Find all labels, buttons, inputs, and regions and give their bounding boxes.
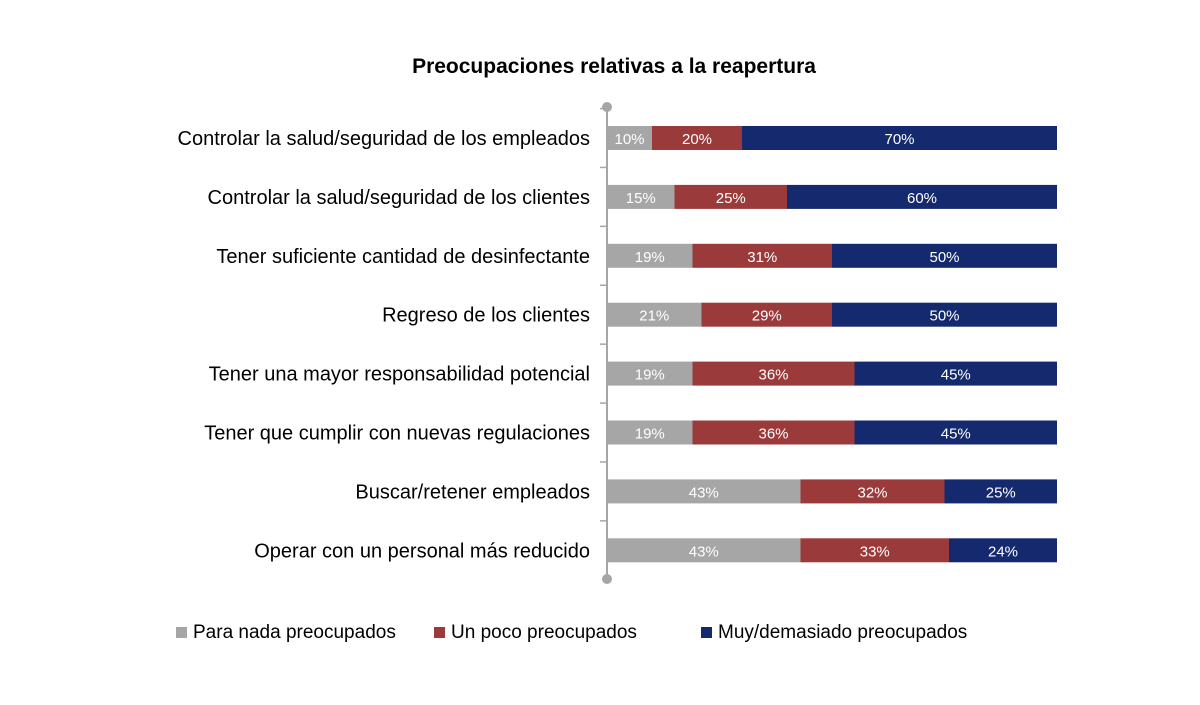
bar-un-poco-preocupados-regreso-de-los-clientes xyxy=(701,302,832,327)
value-label-muy-demasiado-preocupados-operar-con-un-personal-mas-reducido: 24% xyxy=(988,543,1018,560)
category-label-tener-que-cumplir-con-nuevas-regulaciones: Tener que cumplir con nuevas regulacione… xyxy=(204,423,590,445)
bar-para-nada-preocupados-controlar-la-salud-seguridad-de-los-empleados xyxy=(607,126,652,150)
category-label-tener-suficiente-cantidad-de-desinfectante: Tener suficiente cantidad de desinfectan… xyxy=(216,246,590,268)
bar-un-poco-preocupados-tener-una-mayor-responsabilidad-potencial xyxy=(692,361,855,386)
value-label-para-nada-preocupados-tener-suficiente-cantidad-de-desinfectante: 19% xyxy=(635,249,665,266)
value-label-para-nada-preocupados-controlar-la-salud-seguridad-de-los-empleados: 10% xyxy=(614,131,644,148)
value-label-para-nada-preocupados-buscar-retener-empleados: 43% xyxy=(689,484,719,501)
value-label-un-poco-preocupados-operar-con-un-personal-mas-reducido: 33% xyxy=(860,543,890,560)
value-label-para-nada-preocupados-controlar-la-salud-seguridad-de-los-clientes: 15% xyxy=(626,190,656,207)
value-label-para-nada-preocupados-tener-una-mayor-responsabilidad-potencial: 19% xyxy=(635,367,665,384)
bar-muy-demasiado-preocupados-operar-con-un-personal-mas-reducido xyxy=(949,538,1057,563)
bar-un-poco-preocupados-controlar-la-salud-seguridad-de-los-empleados xyxy=(652,126,742,150)
legend: Para nada preocupados Un poco preocupados… xyxy=(176,622,967,643)
value-label-un-poco-preocupados-controlar-la-salud-seguridad-de-los-empleados: 20% xyxy=(682,131,712,148)
category-label-operar-con-un-personal-mas-reducido: Operar con un personal más reducido xyxy=(254,540,590,562)
value-label-muy-demasiado-preocupados-tener-una-mayor-responsabilidad-potencial: 45% xyxy=(941,367,971,384)
value-labels: 10% 20% 70% 15% 25% 60% 19% 31% 50% 21% 29% 50% 19% 3… xyxy=(614,131,1018,560)
legend-swatch-para-nada-preocupados xyxy=(176,627,187,638)
legend-swatch-muy-demasiado-preocupados xyxy=(701,627,712,638)
bar-para-nada-preocupados-operar-con-un-personal-mas-reducido xyxy=(607,538,801,563)
value-label-muy-demasiado-preocupados-regreso-de-los-clientes: 50% xyxy=(929,308,959,325)
bar-un-poco-preocupados-tener-suficiente-cantidad-de-desinfectante xyxy=(692,243,832,268)
bar-un-poco-preocupados-buscar-retener-empleados xyxy=(800,479,945,504)
bar-muy-demasiado-preocupados-regreso-de-los-clientes xyxy=(832,302,1057,327)
bar-segments xyxy=(607,126,1057,563)
value-label-para-nada-preocupados-tener-que-cumplir-con-nuevas-regulaciones: 19% xyxy=(635,426,665,443)
bar-muy-demasiado-preocupados-controlar-la-salud-seguridad-de-los-clientes xyxy=(787,184,1057,209)
y-axis xyxy=(600,102,612,584)
value-label-para-nada-preocupados-regreso-de-los-clientes: 21% xyxy=(639,308,669,325)
bar-para-nada-preocupados-tener-que-cumplir-con-nuevas-regulaciones xyxy=(607,420,693,445)
value-label-muy-demasiado-preocupados-tener-suficiente-cantidad-de-desinfectante: 50% xyxy=(929,249,959,266)
legend-swatch-un-poco-preocupados xyxy=(434,627,445,638)
category-label-regreso-de-los-clientes: Regreso de los clientes xyxy=(382,305,590,327)
bar-para-nada-preocupados-tener-una-mayor-responsabilidad-potencial xyxy=(607,361,693,386)
bar-muy-demasiado-preocupados-buscar-retener-empleados xyxy=(944,479,1057,504)
value-label-un-poco-preocupados-regreso-de-los-clientes: 29% xyxy=(752,308,782,325)
category-label-tener-una-mayor-responsabilidad-potencial: Tener una mayor responsabilidad potencia… xyxy=(209,364,590,386)
value-label-un-poco-preocupados-tener-una-mayor-responsabilidad-potencial: 36% xyxy=(758,367,788,384)
legend-label-muy-demasiado-preocupados: Muy/demasiado preocupados xyxy=(718,622,967,643)
bar-muy-demasiado-preocupados-tener-que-cumplir-con-nuevas-regulaciones xyxy=(854,420,1057,445)
legend-label-para-nada-preocupados: Para nada preocupados xyxy=(193,622,396,643)
value-label-para-nada-preocupados-operar-con-un-personal-mas-reducido: 43% xyxy=(689,543,719,560)
legend-label-un-poco-preocupados: Un poco preocupados xyxy=(451,622,637,643)
bar-para-nada-preocupados-regreso-de-los-clientes xyxy=(607,302,702,327)
bar-un-poco-preocupados-controlar-la-salud-seguridad-de-los-clientes xyxy=(674,184,787,209)
bar-muy-demasiado-preocupados-tener-una-mayor-responsabilidad-potencial xyxy=(854,361,1057,386)
value-label-muy-demasiado-preocupados-buscar-retener-empleados: 25% xyxy=(986,484,1016,501)
bar-muy-demasiado-preocupados-tener-suficiente-cantidad-de-desinfectante xyxy=(832,243,1057,268)
value-label-un-poco-preocupados-buscar-retener-empleados: 32% xyxy=(857,484,887,501)
value-label-un-poco-preocupados-controlar-la-salud-seguridad-de-los-clientes: 25% xyxy=(716,190,746,207)
category-label-controlar-la-salud-seguridad-de-los-clientes: Controlar la salud/seguridad de los clie… xyxy=(208,187,590,209)
category-label-controlar-la-salud-seguridad-de-los-empleados: Controlar la salud/seguridad de los empl… xyxy=(178,128,590,150)
chart-title: Preocupaciones relativas a la reapertura xyxy=(412,55,816,78)
bar-para-nada-preocupados-buscar-retener-empleados xyxy=(607,479,801,504)
y-axis-top-cap xyxy=(602,102,612,112)
value-label-un-poco-preocupados-tener-que-cumplir-con-nuevas-regulaciones: 36% xyxy=(758,426,788,443)
bar-un-poco-preocupados-operar-con-un-personal-mas-reducido xyxy=(800,538,949,563)
value-label-un-poco-preocupados-tener-suficiente-cantidad-de-desinfectante: 31% xyxy=(747,249,777,266)
value-label-muy-demasiado-preocupados-controlar-la-salud-seguridad-de-los-empleados: 70% xyxy=(884,131,914,148)
value-label-muy-demasiado-preocupados-tener-que-cumplir-con-nuevas-regulaciones: 45% xyxy=(941,426,971,443)
value-label-muy-demasiado-preocupados-controlar-la-salud-seguridad-de-los-clientes: 60% xyxy=(907,190,937,207)
category-labels: Controlar la salud/seguridad de los empl… xyxy=(178,128,590,562)
category-label-buscar-retener-empleados: Buscar/retener empleados xyxy=(355,481,590,503)
y-axis-bottom-cap xyxy=(602,574,612,584)
bar-muy-demasiado-preocupados-controlar-la-salud-seguridad-de-los-empleados xyxy=(742,126,1057,150)
bar-para-nada-preocupados-controlar-la-salud-seguridad-de-los-clientes xyxy=(607,184,675,209)
bar-para-nada-preocupados-tener-suficiente-cantidad-de-desinfectante xyxy=(607,243,693,268)
bar-un-poco-preocupados-tener-que-cumplir-con-nuevas-regulaciones xyxy=(692,420,855,445)
